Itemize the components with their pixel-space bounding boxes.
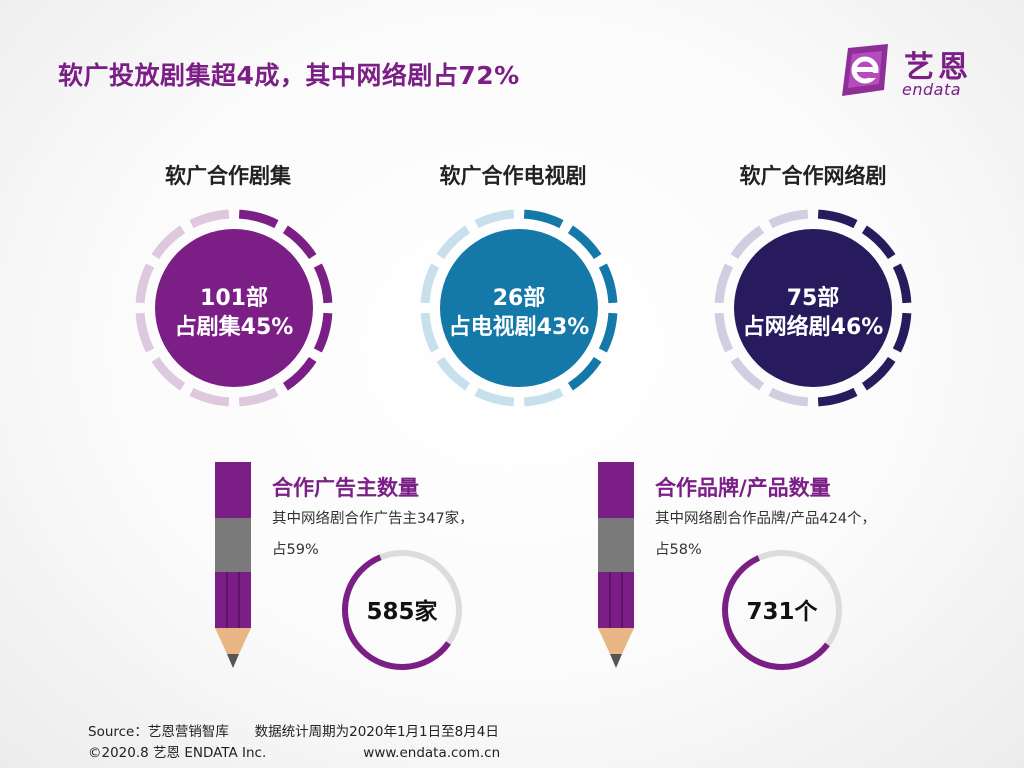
- ring-segment: [420, 312, 440, 353]
- ring-segment: [313, 312, 333, 353]
- ring-segment: [817, 209, 858, 229]
- advertiser-total: 585家: [366, 599, 438, 625]
- circle-fill: [155, 229, 313, 387]
- web-share: 占网络剧46%: [742, 315, 884, 340]
- e-logo-icon: [842, 44, 888, 96]
- ring-segment: [474, 387, 515, 407]
- logo-chinese-name: 艺恩: [904, 50, 972, 85]
- ring-segment: [768, 387, 809, 407]
- brand-desc-line1: 其中网络剧合作品牌/产品424个，: [655, 511, 877, 527]
- web-ring: [714, 209, 912, 407]
- ring-segment: [282, 356, 317, 391]
- ring-segment: [436, 356, 471, 391]
- ring-progress-arc: [722, 555, 830, 670]
- ring-segment: [714, 263, 734, 304]
- ring-segment: [238, 209, 279, 229]
- ring-segment: [420, 263, 440, 304]
- ring-segment: [730, 356, 765, 391]
- ring-segment: [861, 225, 896, 260]
- footer-source: Source：艺恩营销智库 数据统计周期为2020年1月1日至8月4日: [88, 724, 499, 740]
- ring-segment: [892, 312, 912, 353]
- brand-title: 合作品牌/产品数量: [655, 476, 831, 500]
- ring-segment: [238, 387, 279, 407]
- web-count: 75部: [786, 286, 840, 311]
- endata-logo: 艺恩 endata: [836, 40, 986, 102]
- ring-segment: [135, 263, 155, 304]
- ring-segment: [598, 312, 618, 353]
- ring-segment: [189, 209, 230, 229]
- series-count: 101部: [200, 286, 268, 311]
- ring-progress-arc: [342, 554, 451, 670]
- ring-segment: [523, 209, 564, 229]
- ring-segment: [730, 225, 765, 260]
- ring-segment: [598, 263, 618, 304]
- pencil-icon: [215, 462, 251, 668]
- ring-segment: [567, 356, 602, 391]
- brand-desc-line2: 占58%: [655, 542, 702, 558]
- series-share: 占剧集45%: [174, 315, 294, 340]
- ring-segment: [151, 225, 186, 260]
- tv-count: 26部: [492, 286, 546, 311]
- logo-english-name: endata: [902, 80, 962, 99]
- tv-ring: [420, 209, 618, 407]
- brand-total: 731个: [746, 599, 818, 625]
- ring-segment: [282, 225, 317, 260]
- ring-segment: [714, 312, 734, 353]
- brand-ring: 731个: [720, 548, 844, 672]
- circle-title-series: 软广合作剧集: [165, 164, 291, 188]
- footer-website[interactable]: www.endata.com.cn: [363, 745, 501, 761]
- circle-fill: [440, 229, 598, 387]
- circle-title-web: 软广合作网络剧: [739, 164, 887, 188]
- circle-title-tv: 软广合作电视剧: [439, 164, 587, 188]
- web-circle: 75部 占网络剧46%: [713, 208, 913, 408]
- brand-desc: 其中网络剧合作品牌/产品424个， 占58%: [655, 504, 876, 566]
- ring-segment: [189, 387, 230, 407]
- advertiser-desc-line1: 其中网络剧合作广告主347家，: [272, 511, 474, 527]
- circle-fill: [734, 229, 892, 387]
- pencil-icon: [598, 462, 634, 668]
- tv-share: 占电视剧43%: [448, 315, 590, 340]
- advertiser-progress-ring: [342, 550, 462, 670]
- brand-progress-ring: [722, 550, 842, 670]
- ring-segment: [135, 312, 155, 353]
- ring-segment: [567, 225, 602, 260]
- ring-segment: [523, 387, 564, 407]
- advertiser-desc: 其中网络剧合作广告主347家， 占59%: [272, 504, 474, 566]
- ring-segment: [892, 263, 912, 304]
- advertiser-title: 合作广告主数量: [272, 476, 419, 500]
- ring-segment: [817, 387, 858, 407]
- ring-segment: [313, 263, 333, 304]
- ring-segment: [861, 356, 896, 391]
- footer-copyright-row: ©2020.8 艺恩 ENDATA Inc. www.endata.com.cn: [88, 743, 500, 764]
- series-circle: 101部 占剧集45%: [134, 208, 334, 408]
- footer-copyright: ©2020.8 艺恩 ENDATA Inc.: [88, 745, 267, 761]
- tv-circle: 26部 占电视剧43%: [419, 208, 619, 408]
- footer: Source：艺恩营销智库 数据统计周期为2020年1月1日至8月4日 ©202…: [88, 722, 500, 764]
- ring-segment: [474, 209, 515, 229]
- ring-segment: [151, 356, 186, 391]
- ring-segment: [436, 225, 471, 260]
- page-title: 软广投放剧集超4成，其中网络剧占72%: [58, 61, 520, 90]
- advertiser-desc-line2: 占59%: [272, 542, 319, 558]
- advertiser-ring: 585家: [340, 548, 464, 672]
- ring-segment: [768, 209, 809, 229]
- series-ring: [135, 209, 333, 407]
